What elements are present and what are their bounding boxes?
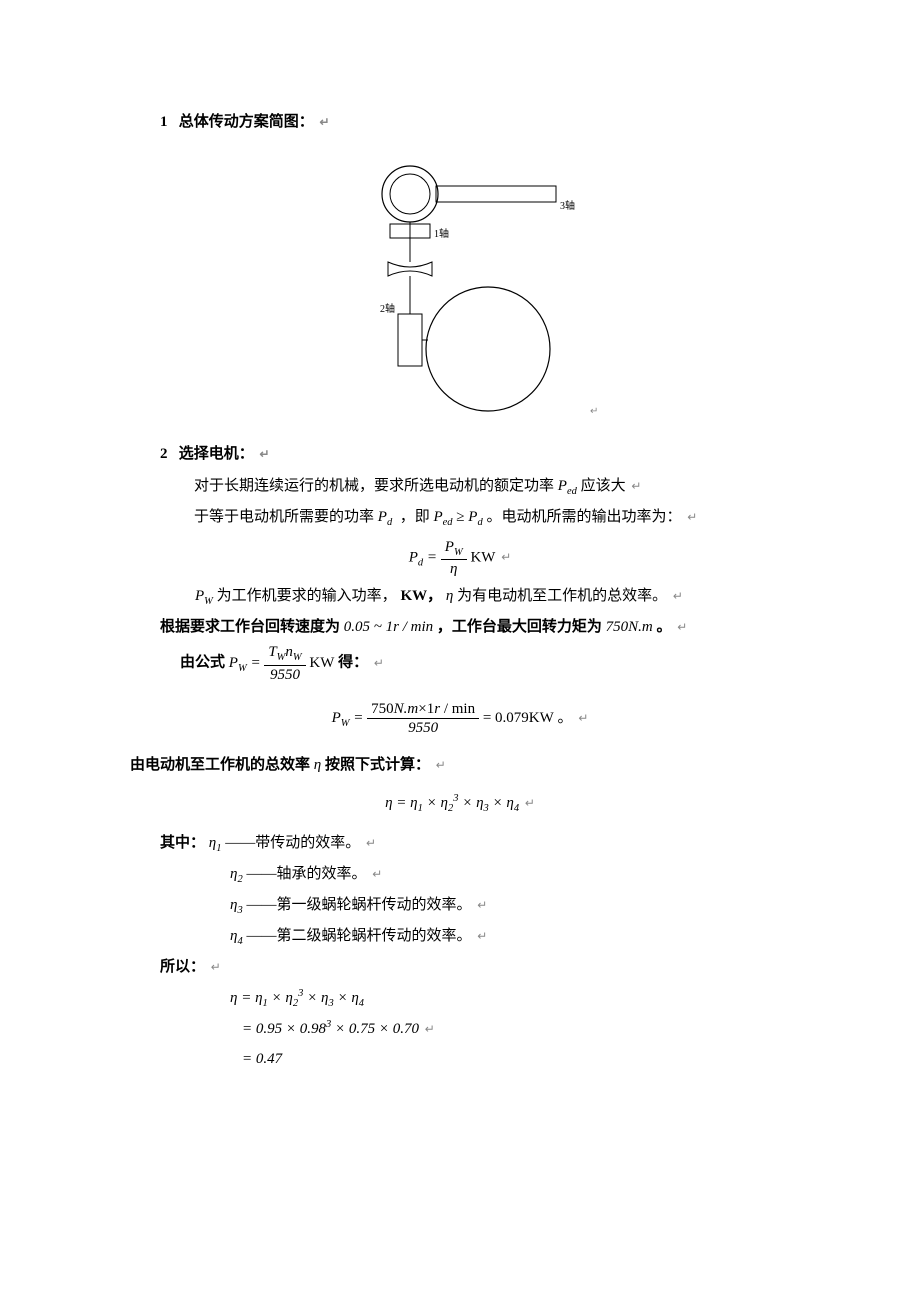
svg-text:1轴: 1轴 xyxy=(434,227,449,240)
torque: 750N.m xyxy=(606,619,653,635)
where-label: 其中： xyxy=(160,835,205,851)
eta4-def: ——第二级蜗轮蜗杆传动的效率。 xyxy=(246,928,471,944)
text-bold: KW， xyxy=(400,588,442,604)
eta4-line: η4 ——第二级蜗轮蜗杆传动的效率。 ↵ xyxy=(160,924,760,951)
eta-formula: η = η1 × η23 × η3 × η4 ↵ xyxy=(160,791,760,818)
period: 。 xyxy=(558,710,573,726)
section-2-heading: 2 选择电机： ↵ xyxy=(160,442,760,466)
text: 对于长期连续运行的机械，要求所选电动机的额定功率 xyxy=(194,478,554,494)
speed-range: 0.05 ~ 1r / min xyxy=(344,619,433,635)
diagram-svg: 3轴 1轴 2轴 ↵ xyxy=(310,154,610,424)
text: 根据要求工作台回转速度为 xyxy=(160,619,340,635)
text: 于等于电动机所需要的功率 xyxy=(194,509,374,525)
formula-pd: Pd = PW η KW ↵ xyxy=(160,538,760,579)
total-efficiency-line: 由电动机至工作机的总效率 η 按照下式计算： ↵ xyxy=(130,753,760,777)
text: 应该大 xyxy=(581,478,626,494)
calc-pw: PW = 750N.m×1r / min 9550 = 0.079KW 。 ↵ xyxy=(160,700,760,737)
svg-text:3轴: 3轴 xyxy=(560,199,575,212)
text: 按照下式计算： xyxy=(325,757,430,773)
transmission-diagram: 3轴 1轴 2轴 ↵ xyxy=(160,154,760,424)
svg-text:↵: ↵ xyxy=(590,406,598,417)
eta-calc: η = η1 × η23 × η3 × η4 = 0.95 × 0.983 × … xyxy=(160,983,760,1074)
section-1-number: 1 xyxy=(160,114,168,130)
eta2-def: ——轴承的效率。 xyxy=(246,866,366,882)
so-text: 所以： xyxy=(160,959,205,975)
return-mark: ↵ xyxy=(320,115,330,129)
eta3-def: ——第一级蜗轮蜗杆传动的效率。 xyxy=(246,897,471,913)
text: ，即 xyxy=(400,509,430,525)
section-2-number: 2 xyxy=(160,446,168,462)
formula-pw-intro: 由公式 PW = TWnW 9550 KW 得： ↵ xyxy=(160,643,760,684)
text: 。电动机所需的输出功率为： xyxy=(486,509,681,525)
pw-result: = 0.079KW xyxy=(483,710,554,726)
requirement-line: 根据要求工作台回转速度为 0.05 ~ 1r / min ，工作台最大回转力矩为… xyxy=(160,615,760,639)
motor-para-1: 对于长期连续运行的机械，要求所选电动机的额定功率 Ped 应该大 ↵ xyxy=(160,474,760,501)
section-1-heading: 1 总体传动方案简图： ↵ xyxy=(160,110,760,134)
where-block: 其中： η1 ——带传动的效率。 ↵ xyxy=(160,831,760,858)
so-label: 所以： ↵ xyxy=(160,955,760,979)
text: 。 xyxy=(657,619,672,635)
text: ，工作台最大回转力矩为 xyxy=(437,619,602,635)
text: 由电动机至工作机的总效率 xyxy=(130,757,310,773)
eta2-line: η2 ——轴承的效率。 ↵ xyxy=(160,862,760,889)
svg-text:2轴: 2轴 xyxy=(380,302,395,315)
eta3-line: η3 ——第一级蜗轮蜗杆传动的效率。 ↵ xyxy=(160,893,760,920)
section-1-title: 总体传动方案简图： xyxy=(179,114,314,130)
eta1-def: ——带传动的效率。 xyxy=(225,835,360,851)
pw-definition: PW 为工作机要求的输入功率， KW， η 为有电动机至工作机的总效率。 ↵ xyxy=(160,584,760,611)
return-mark: ↵ xyxy=(260,447,270,461)
section-2-title: 选择电机： xyxy=(179,446,254,462)
text: 由公式 xyxy=(180,655,225,671)
text: 为有电动机至工作机的总效率。 xyxy=(457,588,667,604)
text: 为工作机要求的输入功率， xyxy=(217,588,397,604)
text: 得： xyxy=(338,655,368,671)
motor-para-2: 于等于电动机所需要的功率 Pd ，即 Ped ≥ Pd 。电动机所需的输出功率为… xyxy=(160,505,760,532)
